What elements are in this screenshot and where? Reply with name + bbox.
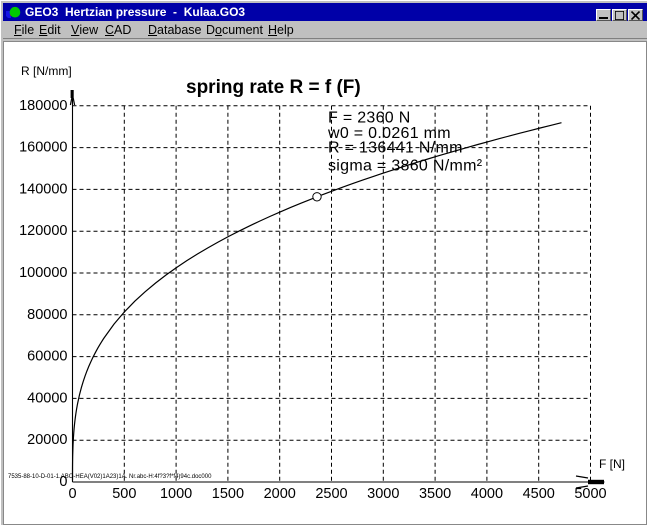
svg-text:4500: 4500 bbox=[523, 486, 555, 502]
svg-text:60000: 60000 bbox=[27, 349, 67, 365]
svg-text:F [N]: F [N] bbox=[599, 457, 625, 471]
svg-text:0: 0 bbox=[68, 486, 76, 502]
svg-text:100000: 100000 bbox=[19, 265, 67, 281]
svg-text:20000: 20000 bbox=[27, 432, 67, 448]
svg-text:500: 500 bbox=[112, 486, 136, 502]
svg-text:3000: 3000 bbox=[367, 486, 399, 502]
svg-text:180000: 180000 bbox=[19, 98, 67, 114]
svg-text:3500: 3500 bbox=[419, 486, 451, 502]
svg-text:140000: 140000 bbox=[19, 181, 67, 197]
svg-text:7535-88-10-D-01-1.ABO-HEA(V02): 7535-88-10-D-01-1.ABO-HEA(V02)1A23)1A. N… bbox=[8, 474, 212, 480]
svg-text:spring rate R = f (F): spring rate R = f (F) bbox=[186, 77, 361, 98]
svg-text:4000: 4000 bbox=[471, 486, 503, 502]
svg-text:1500: 1500 bbox=[212, 486, 244, 502]
svg-text:R [N/mm]: R [N/mm] bbox=[21, 64, 72, 78]
svg-text:2500: 2500 bbox=[315, 486, 347, 502]
svg-text:5000: 5000 bbox=[574, 486, 606, 502]
svg-text:160000: 160000 bbox=[19, 140, 67, 156]
svg-text:120000: 120000 bbox=[19, 223, 67, 239]
svg-text:80000: 80000 bbox=[27, 307, 67, 323]
svg-text:1000: 1000 bbox=[160, 486, 192, 502]
svg-text:F = 2360 N: F = 2360 N bbox=[328, 109, 411, 126]
svg-text:2000: 2000 bbox=[264, 486, 296, 502]
svg-text:40000: 40000 bbox=[27, 390, 67, 406]
